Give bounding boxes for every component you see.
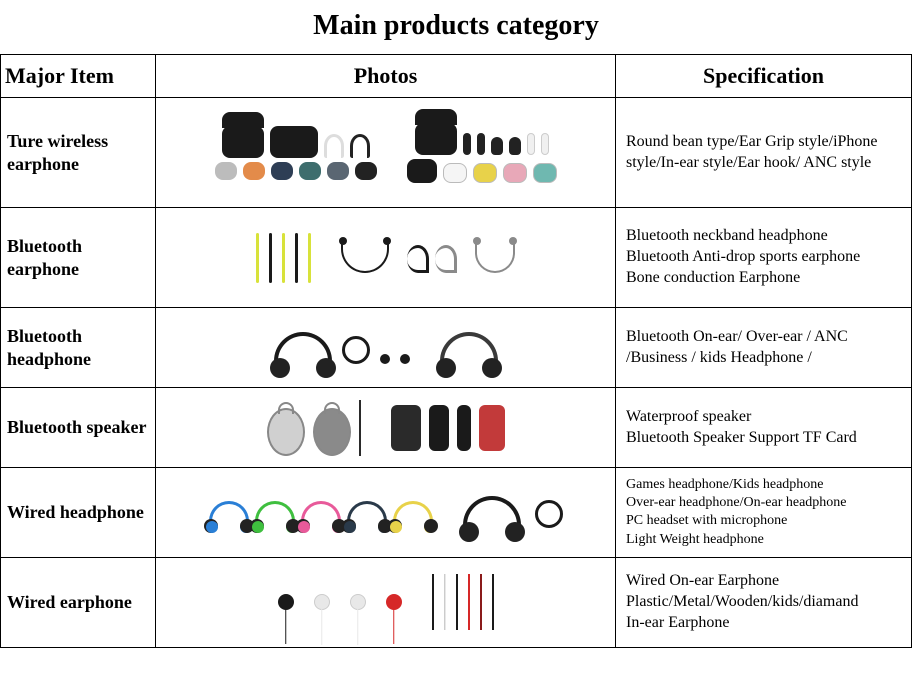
speaker-cable-icon (359, 400, 361, 456)
specification-cell: Games headphone/Kids headphoneOver-ear h… (616, 468, 912, 558)
tws-case-color-icon (473, 163, 497, 183)
in-ear-wire-icon (432, 574, 434, 630)
earbud-stem-icon (477, 133, 485, 155)
sport-earphone-icon (341, 243, 389, 273)
ear-hook-icon (324, 134, 344, 158)
photos-cell (156, 208, 616, 308)
photo-row (162, 123, 609, 183)
earbud-stem-icon (541, 133, 549, 155)
specification-cell: Bluetooth neckband headphoneBluetooth An… (616, 208, 912, 308)
in-ear-wire-icon (444, 574, 446, 630)
portable-speaker-icon (267, 408, 305, 456)
tws-case-mini-icon (243, 162, 265, 180)
on-ear-headphone-icon (347, 501, 387, 523)
tws-case-icon (415, 123, 457, 155)
major-item-cell: Wired earphone (1, 557, 156, 647)
on-ear-headphone-icon (209, 501, 249, 523)
neckband-wire-icon (282, 233, 285, 283)
tws-case-mini-icon (355, 162, 377, 180)
photo-row (162, 332, 609, 364)
wired-earbud-icon (314, 594, 330, 610)
col-spec: Specification (616, 55, 912, 98)
tws-case-mini-icon (327, 162, 349, 180)
specification-cell: Round bean type/Ear Grip style/iPhone st… (616, 98, 912, 208)
earbud-stem-icon (527, 133, 535, 155)
over-ear-headphone-icon (274, 332, 332, 364)
accessory-icon (400, 354, 410, 364)
tws-case-icon (222, 126, 264, 158)
table-row: Wired earphone Wired On-ear EarphonePlast… (1, 557, 912, 647)
in-ear-wire-icon (492, 574, 494, 630)
speaker-icon (457, 405, 471, 451)
table-row: Wired headphone Games headphone/Kids head… (1, 468, 912, 558)
neckband-wire-icon (269, 233, 272, 283)
neckband-wire-icon (256, 233, 259, 283)
photos-cell (156, 388, 616, 468)
tws-case-mini-icon (271, 162, 293, 180)
in-ear-wire-icon (468, 574, 470, 630)
ear-hook-icon (350, 134, 370, 158)
portable-speaker-icon (313, 408, 351, 456)
table-row: Ture wireless earphone Round bean type/Ea… (1, 98, 912, 208)
in-ear-wire-icon (480, 574, 482, 630)
photo-row (162, 400, 609, 456)
table-header-row: Major Item Photos Specification (1, 55, 912, 98)
tws-case-color-icon (503, 163, 527, 183)
in-ear-wire-icon (456, 574, 458, 630)
on-ear-headphone-icon (255, 501, 295, 523)
major-item-cell: Ture wireless earphone (1, 98, 156, 208)
specification-cell: Bluetooth On-ear/ Over-ear / ANC /Busine… (616, 308, 912, 388)
photos-cell (156, 308, 616, 388)
col-photos: Photos (156, 55, 616, 98)
sport-earphone-icon (475, 243, 515, 273)
photos-cell (156, 557, 616, 647)
tws-case-mini-icon (215, 162, 237, 180)
col-major: Major Item (1, 55, 156, 98)
wired-earbud-icon (350, 594, 366, 610)
tws-case-color-icon (443, 163, 467, 183)
neckband-wire-icon (295, 233, 298, 283)
major-item-cell: Bluetooth speaker (1, 388, 156, 468)
major-item-cell: Bluetooth earphone (1, 208, 156, 308)
photo-row (162, 496, 609, 528)
sport-hook-icon (435, 245, 457, 273)
earbud-stem-icon (463, 133, 471, 155)
products-table: Major Item Photos Specification Ture wir… (0, 54, 912, 648)
wired-earbud-icon (386, 594, 402, 610)
speaker-icon (391, 405, 421, 451)
photo-row (162, 233, 609, 283)
specification-cell: Wired On-ear EarphonePlastic/Metal/Woode… (616, 557, 912, 647)
table-row: Bluetooth headphone Bluetooth On-ear/ Ove… (1, 308, 912, 388)
major-item-cell: Bluetooth headphone (1, 308, 156, 388)
table-row: Bluetooth speaker Waterproof speakerBluet… (1, 388, 912, 468)
on-ear-headphone-icon (301, 501, 341, 523)
tws-case-color-icon (533, 163, 557, 183)
single-ear-headset-icon (535, 500, 563, 528)
over-ear-headphone-icon (440, 332, 498, 364)
wired-earbud-icon (278, 594, 294, 610)
neckband-wire-icon (308, 233, 311, 283)
specification-cell: Waterproof speakerBluetooth Speaker Supp… (616, 388, 912, 468)
ear-cup-icon (342, 336, 370, 364)
tws-case-icon (270, 126, 318, 158)
accessory-icon (380, 354, 390, 364)
photos-cell (156, 98, 616, 208)
on-ear-headphone-icon (393, 501, 433, 523)
tws-case-mini-icon (299, 162, 321, 180)
photo-row (162, 574, 609, 630)
major-item-cell: Wired headphone (1, 468, 156, 558)
photos-cell (156, 468, 616, 558)
earbud-icon (491, 137, 503, 155)
speaker-icon (429, 405, 449, 451)
headset-icon (463, 496, 521, 528)
earbud-icon (509, 137, 521, 155)
speaker-icon (479, 405, 505, 451)
tws-case-icon (407, 159, 437, 183)
sport-hook-icon (407, 245, 429, 273)
page-title: Main products category (0, 0, 912, 54)
table-row: Bluetooth earphone Bluetooth neckband hea… (1, 208, 912, 308)
